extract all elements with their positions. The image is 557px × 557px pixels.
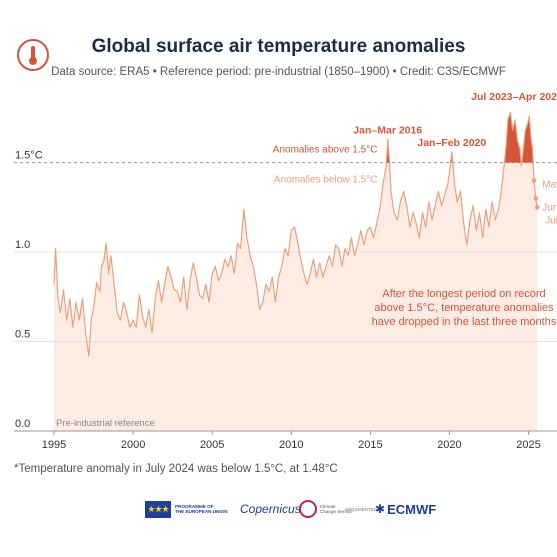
annotation-above-label: Anomalies above 1.5°C bbox=[273, 145, 378, 156]
eu-text-line-1: PROGRAMME OF bbox=[175, 503, 214, 509]
x-tick-label: 2010 bbox=[279, 439, 303, 451]
recent-month-point bbox=[534, 205, 540, 210]
x-tick-label: 2025 bbox=[516, 439, 540, 451]
y-tick-label: 0.0 bbox=[15, 418, 30, 430]
c3s-mark-icon bbox=[299, 500, 317, 518]
annotation-jul: Jul 2025 bbox=[545, 215, 557, 226]
anomaly-area-fill bbox=[54, 112, 538, 432]
thermometer-logo-icon bbox=[16, 38, 50, 72]
eu-programme-logo: ★★★ PROGRAMME OF THE EUROPEAN UNION bbox=[145, 497, 228, 521]
annotation-may: May bbox=[542, 180, 557, 191]
recent-month-point bbox=[533, 196, 538, 201]
x-tick-label: 2000 bbox=[121, 439, 145, 451]
c3s-text-line-2: Change Service bbox=[320, 509, 353, 514]
annotation-note-line-2: above 1.5°C, temperature anomalies bbox=[374, 302, 554, 314]
anomaly-line bbox=[53, 111, 538, 357]
annotation-note-line-1: After the longest period on record bbox=[382, 288, 545, 300]
ecmwf-logo: ✱ ECMWF bbox=[375, 497, 436, 521]
c3s-logo: Climate Change Service bbox=[299, 497, 353, 521]
implemented-by-label: IMPLEMENTED BY bbox=[345, 497, 384, 521]
above-threshold-fill bbox=[521, 116, 534, 163]
x-tick-label: 2020 bbox=[437, 439, 461, 451]
partner-logos: ★★★ PROGRAMME OF THE EUROPEAN UNION Cope… bbox=[0, 497, 557, 521]
annotation-below-label: Anomalies below 1.5°C bbox=[274, 175, 378, 186]
copernicus-logo: Copernicus bbox=[240, 497, 301, 521]
implemented-by-text: IMPLEMENTED BY bbox=[345, 506, 384, 512]
annotation-peak-2016: Jan–Mar 2016 bbox=[353, 124, 422, 136]
recent-month-point bbox=[531, 178, 537, 183]
annotation-jun: Jun bbox=[542, 202, 557, 213]
eu-flag-icon: ★★★ bbox=[145, 500, 171, 518]
annotation-peak-2020: Jan–Feb 2020 bbox=[417, 137, 486, 149]
annotation-note-line-3: have dropped in the last three months bbox=[372, 316, 557, 328]
chart-title: Global surface air temperature anomalies bbox=[91, 36, 466, 57]
y-tick-label: 1.5°C bbox=[15, 150, 43, 162]
x-tick-label: 2005 bbox=[200, 439, 224, 451]
chart-subtitle: Data source: ERA5 • Reference period: pr… bbox=[51, 66, 506, 78]
ecmwf-label: ECMWF bbox=[387, 501, 437, 517]
footnote: *Temperature anomaly in July 2024 was be… bbox=[14, 463, 338, 475]
ecmwf-mark-icon: ✱ bbox=[375, 502, 386, 516]
copernicus-label: Copernicus bbox=[240, 502, 301, 516]
x-tick-label: 2015 bbox=[358, 439, 382, 451]
y-tick-label: 1.0 bbox=[15, 239, 30, 251]
baseline-label: Pre-industrial reference bbox=[56, 418, 155, 429]
x-tick-label: 1995 bbox=[42, 439, 66, 451]
y-tick-label: 0.5 bbox=[15, 329, 30, 341]
above-threshold-fill bbox=[504, 112, 522, 163]
annotation-peak-2023: Jul 2023–Apr 2025* bbox=[471, 91, 557, 103]
eu-text-line-2: THE EUROPEAN UNION bbox=[175, 509, 228, 514]
c3s-text-line-1: Climate bbox=[320, 503, 336, 509]
